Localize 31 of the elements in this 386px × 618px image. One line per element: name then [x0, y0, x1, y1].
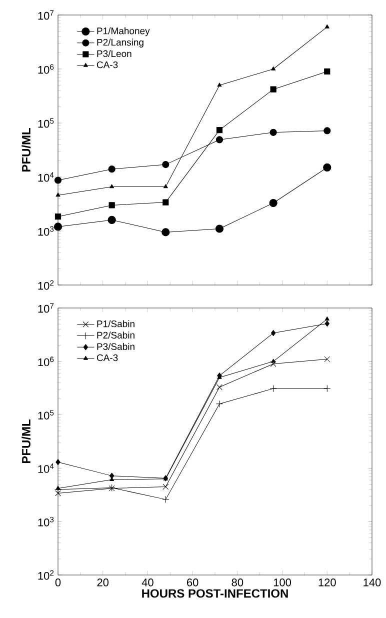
x-tick-label: 0	[55, 578, 61, 586]
y-axis-title: PFU/ML	[22, 420, 31, 464]
y-tick-label: 10$^{5}$	[38, 410, 54, 420]
x-tick-label: 120	[318, 578, 336, 586]
y-tick-label: 10$^{5}$	[38, 118, 54, 128]
legend-label: P3/Leon	[97, 50, 132, 58]
y-tick-label: 10$^{3}$	[38, 516, 54, 526]
legend-label: CA-3	[96, 354, 118, 362]
legend-label: P3/Sabin	[97, 342, 134, 350]
legend-label: P2/Sabin	[97, 332, 134, 339]
y-tick-label: 10$^{4}$	[38, 172, 54, 182]
x-tick-label: 60	[187, 578, 198, 586]
x-tick-label: 20	[97, 578, 109, 586]
x-tick-label: 100	[274, 578, 292, 586]
y-tick-label: 10$^{7}$	[38, 303, 54, 313]
y-tick-label: 10$^{6}$	[38, 356, 54, 366]
y-tick-label: 10$^{2}$	[38, 570, 54, 580]
x-tick-label: 140	[364, 578, 381, 586]
y-tick-label: 10$^{3}$	[38, 226, 54, 236]
y-tick-label: 10$^{4}$	[38, 464, 54, 473]
legend-label: P2/Lansing	[97, 38, 144, 48]
legend-label: P1/Sabin	[97, 320, 134, 328]
y-tick-label: 10$^{2}$	[38, 280, 54, 290]
legend-label: P1/Mahoney	[97, 27, 150, 36]
legend-label: CA-3	[96, 61, 118, 68]
x-tick-label: 80	[232, 578, 244, 586]
x-axis-title: HOURS POST-INFECTION	[142, 589, 288, 598]
x-tick-label: 40	[142, 578, 154, 586]
y-tick-label: 10$^{6}$	[38, 64, 54, 74]
y-tick-label: 10$^{7}$	[38, 10, 54, 20]
y-axis-title: PFU/ML	[22, 128, 31, 172]
